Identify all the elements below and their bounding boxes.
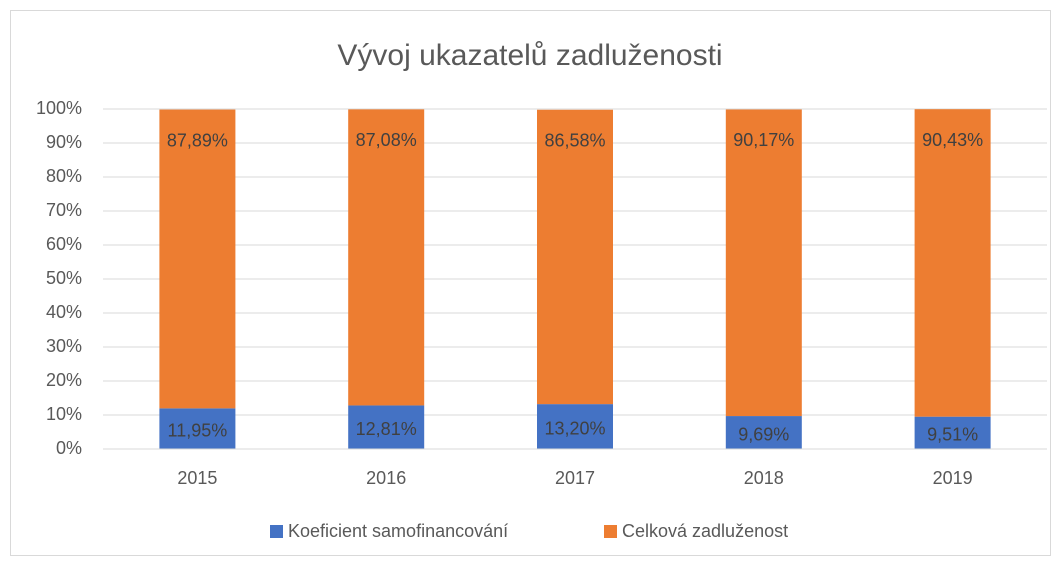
data-label: 90,43% (922, 130, 983, 150)
x-tick-label: 2018 (744, 468, 784, 488)
x-tick-label: 2015 (177, 468, 217, 488)
legend-swatch (604, 525, 617, 538)
bar-segment (348, 109, 425, 406)
bar-segment (159, 109, 236, 409)
data-label: 11,95% (168, 420, 228, 440)
y-tick-label: 50% (46, 268, 82, 288)
data-label: 13,20% (544, 418, 605, 438)
data-label: 9,69% (738, 424, 789, 444)
y-tick-label: 30% (46, 336, 82, 356)
legend-swatch (270, 525, 283, 538)
data-label: 90,17% (733, 130, 794, 150)
data-label: 87,89% (167, 130, 228, 150)
data-label: 86,58% (544, 130, 605, 150)
bar-segment (914, 416, 991, 449)
y-tick-label: 40% (46, 302, 82, 322)
chart-title: Vývoj ukazatelů zadluženosti (337, 39, 722, 72)
y-tick-label: 80% (46, 166, 82, 186)
legend-label: Celková zadluženost (622, 521, 788, 541)
x-tick-label: 2016 (366, 468, 406, 488)
y-tick-label: 100% (36, 98, 82, 118)
y-tick-label: 10% (46, 404, 82, 424)
bar-segment (159, 408, 236, 449)
bar-segment (537, 404, 613, 449)
bar-segment (725, 109, 802, 417)
data-label: 87,08% (356, 130, 417, 150)
y-tick-label: 70% (46, 200, 82, 220)
data-label: 9,51% (927, 425, 978, 445)
bar-segment (725, 416, 802, 449)
y-tick-label: 90% (46, 132, 82, 152)
data-label: 12,81% (356, 419, 417, 439)
y-tick-label: 0% (56, 438, 82, 458)
y-tick-label: 20% (46, 370, 82, 390)
y-tick-label: 60% (46, 234, 82, 254)
x-tick-label: 2017 (555, 468, 595, 488)
bar-segment (348, 405, 425, 449)
bar-segment (914, 109, 991, 417)
legend-label: Koeficient samofinancování (288, 521, 508, 541)
x-tick-label: 2019 (933, 468, 973, 488)
bar-segment (537, 109, 613, 405)
